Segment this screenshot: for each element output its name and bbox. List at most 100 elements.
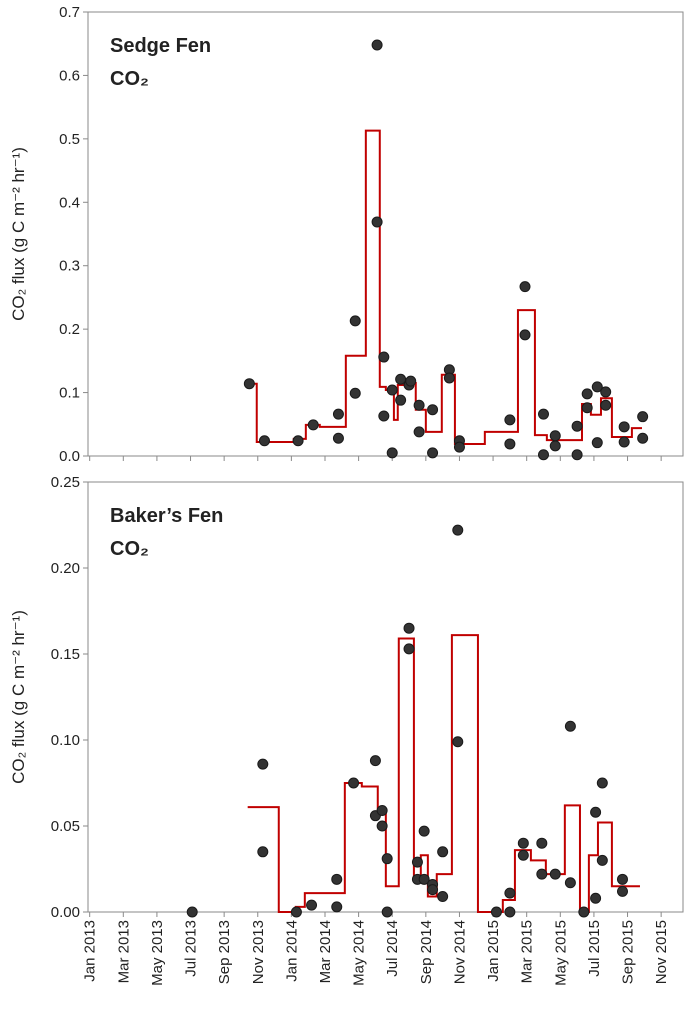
point bbox=[257, 758, 269, 770]
x-tick-label: May 2014 bbox=[351, 920, 368, 986]
x-tick-label: May 2013 bbox=[149, 920, 166, 986]
x-tick-label: Jul 2013 bbox=[183, 920, 200, 977]
chart-title: Baker’s Fen bbox=[110, 505, 223, 527]
point bbox=[616, 873, 628, 885]
point bbox=[537, 449, 549, 461]
point bbox=[371, 216, 383, 228]
x-tick-label: Jul 2015 bbox=[586, 920, 603, 977]
x-tick-label: Jan 2015 bbox=[485, 920, 502, 982]
chart-subtitle: CO₂ bbox=[110, 538, 149, 560]
point bbox=[332, 432, 344, 444]
point bbox=[348, 777, 360, 789]
point bbox=[381, 906, 393, 918]
point bbox=[596, 777, 608, 789]
chart-title: Sedge Fen bbox=[110, 35, 211, 57]
point bbox=[307, 419, 319, 431]
point bbox=[292, 435, 304, 447]
x-tick-label: Mar 2015 bbox=[519, 920, 536, 983]
y-tick-label: 0.05 bbox=[51, 818, 80, 835]
point bbox=[600, 386, 612, 398]
point bbox=[418, 873, 430, 885]
point bbox=[443, 372, 455, 384]
y-tick-label: 0.1 bbox=[59, 385, 80, 402]
point bbox=[591, 437, 603, 449]
x-tick-label: Sep 2014 bbox=[418, 920, 435, 984]
point bbox=[517, 849, 529, 861]
point bbox=[618, 421, 630, 433]
point bbox=[504, 438, 516, 450]
point bbox=[537, 408, 549, 420]
point bbox=[578, 906, 590, 918]
point bbox=[186, 906, 198, 918]
point bbox=[581, 402, 593, 414]
point bbox=[517, 837, 529, 849]
point bbox=[418, 825, 430, 837]
point bbox=[452, 524, 464, 536]
point bbox=[581, 388, 593, 400]
point bbox=[571, 449, 583, 461]
plot-frame bbox=[87, 11, 684, 457]
y-tick-label: 0.5 bbox=[59, 131, 80, 148]
y-tick-label: 0.2 bbox=[59, 321, 80, 338]
point bbox=[564, 877, 576, 889]
chart-subtitle: CO₂ bbox=[110, 68, 149, 90]
point bbox=[395, 394, 407, 406]
point bbox=[591, 381, 603, 393]
y-tick-label: 0.0 bbox=[59, 448, 80, 465]
point bbox=[369, 755, 381, 767]
point bbox=[596, 854, 608, 866]
y-tick-label: 0.10 bbox=[51, 732, 80, 749]
point bbox=[411, 856, 423, 868]
point bbox=[504, 887, 516, 899]
y-tick-label: 0.6 bbox=[59, 67, 80, 84]
y-tick-label: 0.20 bbox=[51, 560, 80, 577]
point bbox=[306, 899, 318, 911]
point bbox=[427, 404, 439, 416]
point bbox=[349, 387, 361, 399]
point bbox=[571, 420, 583, 432]
point bbox=[258, 435, 270, 447]
point bbox=[637, 411, 649, 423]
y-tick-label: 0.4 bbox=[59, 194, 80, 211]
point bbox=[637, 432, 649, 444]
step-line bbox=[247, 634, 640, 913]
x-tick-label: May 2015 bbox=[552, 920, 569, 986]
point bbox=[490, 906, 502, 918]
y-axis-label: CO₂ flux (g C m⁻² hr⁻¹) bbox=[9, 610, 28, 784]
point bbox=[600, 399, 612, 411]
point bbox=[386, 447, 398, 459]
point bbox=[549, 440, 561, 452]
point bbox=[549, 430, 561, 442]
x-tick-label: Jul 2014 bbox=[384, 920, 401, 977]
point bbox=[243, 378, 255, 390]
point bbox=[290, 906, 302, 918]
x-tick-label: Nov 2014 bbox=[451, 920, 468, 984]
point bbox=[452, 736, 464, 748]
x-tick-label: Sep 2013 bbox=[216, 920, 233, 984]
point bbox=[376, 805, 388, 817]
point bbox=[536, 868, 548, 880]
point bbox=[504, 414, 516, 426]
y-tick-label: 0.25 bbox=[51, 474, 80, 491]
x-tick-label: Mar 2014 bbox=[317, 920, 334, 983]
point bbox=[618, 436, 630, 448]
x-tick-label: Sep 2015 bbox=[620, 920, 637, 984]
point bbox=[257, 846, 269, 858]
x-tick-label: Nov 2015 bbox=[653, 920, 670, 984]
point bbox=[349, 315, 361, 327]
point bbox=[590, 892, 602, 904]
x-tick-label: Mar 2013 bbox=[115, 920, 132, 983]
y-tick-label: 0.3 bbox=[59, 258, 80, 275]
point bbox=[331, 901, 343, 913]
point bbox=[427, 447, 439, 459]
point bbox=[332, 408, 344, 420]
x-tick-label: Nov 2013 bbox=[250, 920, 267, 984]
point bbox=[616, 885, 628, 897]
y-axis-label: CO₂ flux (g C m⁻² hr⁻¹) bbox=[9, 147, 28, 321]
point bbox=[378, 410, 390, 422]
point bbox=[564, 720, 576, 732]
x-tick-label: Jan 2014 bbox=[283, 920, 300, 982]
point bbox=[381, 853, 393, 865]
point bbox=[413, 399, 425, 411]
point bbox=[403, 643, 415, 655]
